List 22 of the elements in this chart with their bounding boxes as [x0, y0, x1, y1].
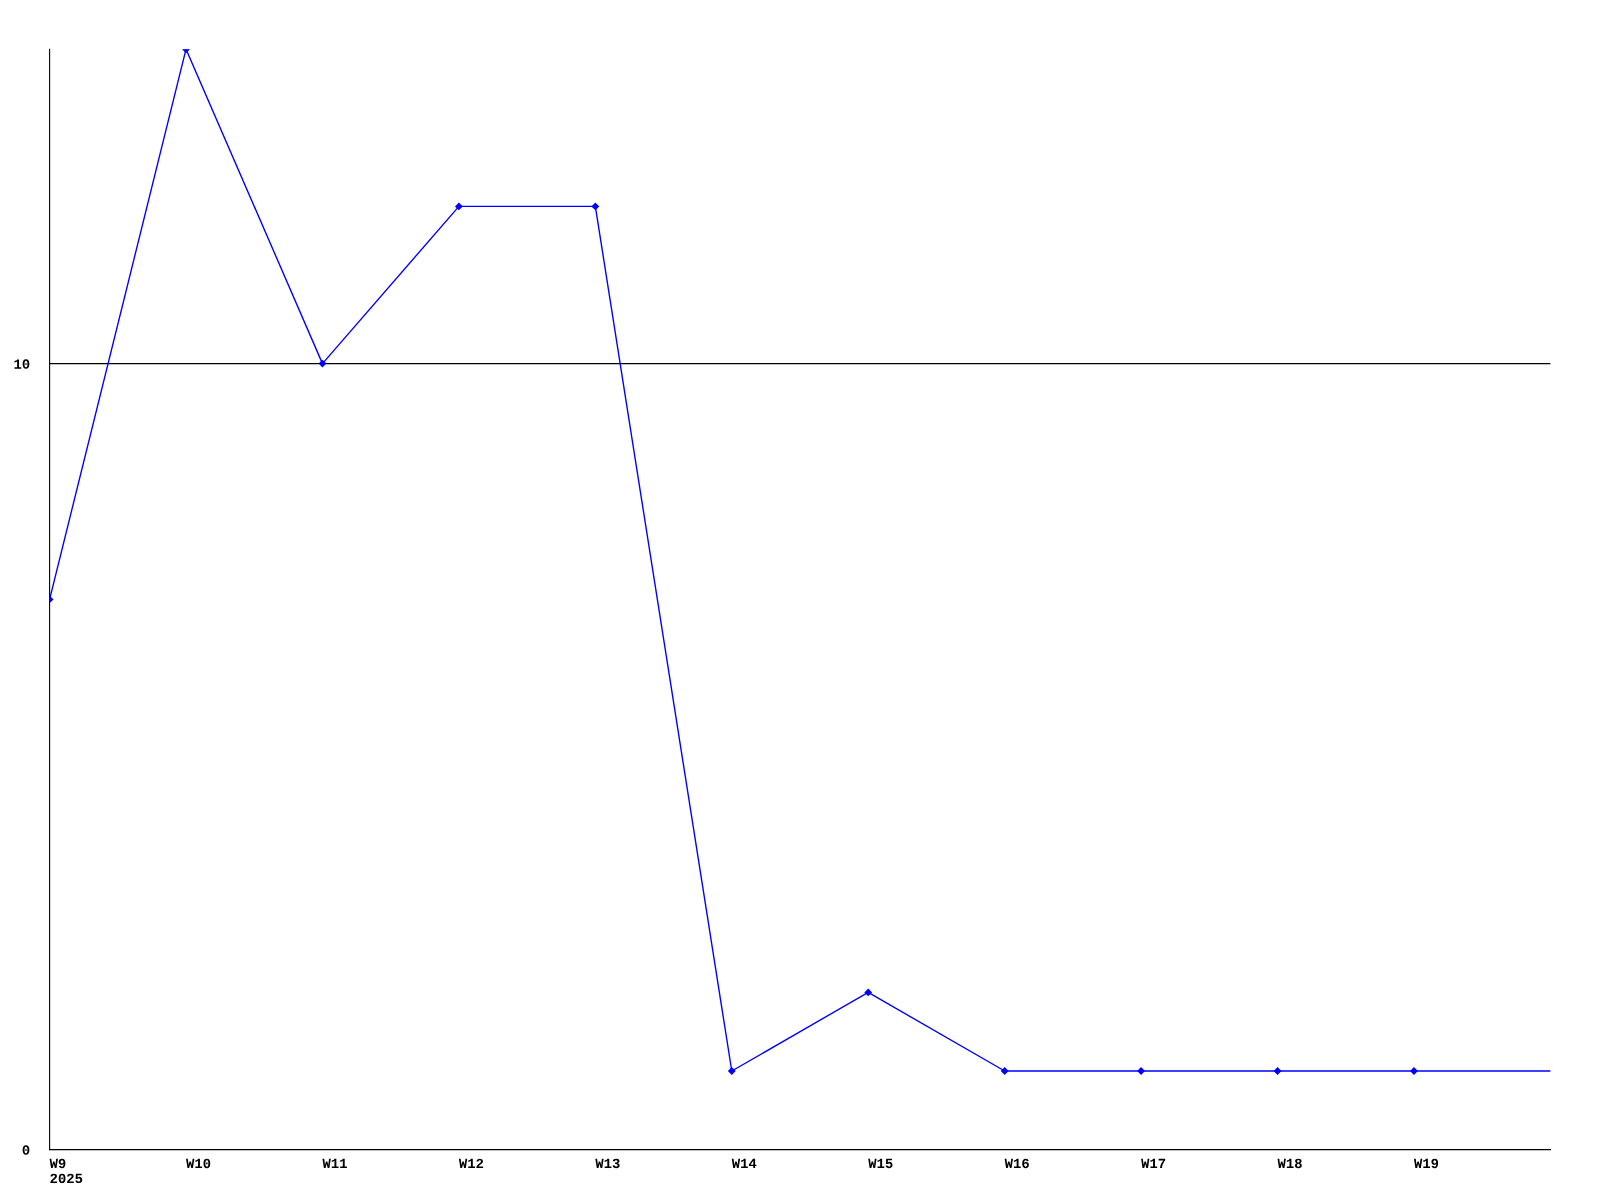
x-tick-label: W17 — [1141, 1158, 1166, 1168]
x-tick-label: W13 — [595, 1158, 620, 1169]
x-tick-label: W12 — [458, 1158, 484, 1168]
point — [1001, 1067, 1009, 1075]
point — [864, 988, 872, 997]
point — [318, 359, 327, 368]
point — [591, 202, 599, 211]
point — [455, 202, 463, 211]
x-tick-label: W19 — [1413, 1158, 1439, 1169]
x-tick-label: W18 — [1277, 1158, 1302, 1169]
line-series — [49, 49, 1551, 1075]
point — [1137, 1067, 1145, 1075]
point — [1273, 1067, 1282, 1075]
y-tick-label: 10 — [14, 359, 30, 369]
x-tick-label: W11 — [322, 1158, 347, 1168]
x-tick-label: W14 — [731, 1158, 757, 1168]
y-tick-label: 0 — [22, 1145, 30, 1155]
x-tick-label: W15 — [868, 1158, 893, 1169]
point — [728, 1067, 736, 1075]
x-tick-label: W9 2025 — [49, 1158, 83, 1184]
x-tick-label: W16 — [1004, 1158, 1029, 1169]
x-tick-label: W10 — [186, 1158, 211, 1169]
